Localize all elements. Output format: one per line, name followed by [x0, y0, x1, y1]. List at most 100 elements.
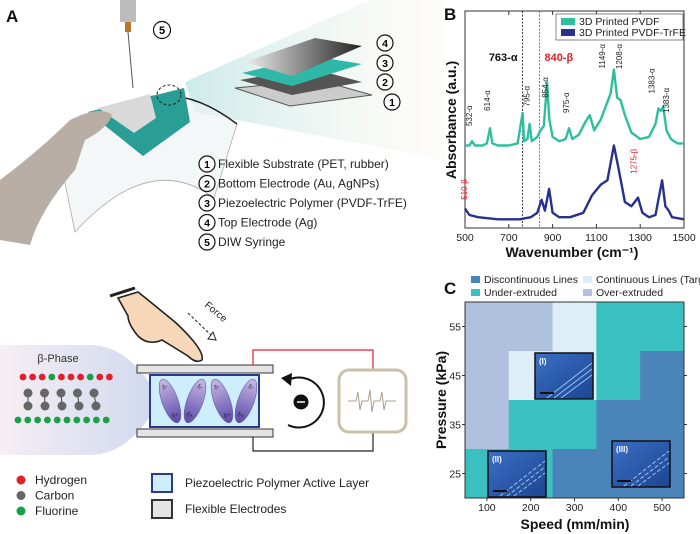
legend-box	[555, 13, 684, 41]
heatmap-cell	[508, 302, 554, 352]
legend-number-badge	[198, 233, 216, 251]
x-tick-label: 900	[544, 232, 562, 244]
atom-legend-label: Hydrogen	[35, 473, 87, 487]
inset-label: (I)	[539, 357, 547, 366]
atom	[93, 416, 100, 424]
spectrum-line	[464, 144, 685, 221]
electrode-sheet	[98, 94, 156, 133]
y-axis-title: Pressure (kPa)	[433, 351, 449, 449]
atom	[40, 401, 50, 411]
atom	[73, 416, 81, 424]
heatmap-cell	[552, 400, 597, 450]
layer-number: 2	[382, 77, 388, 89]
printed-line	[637, 462, 670, 487]
layer-stack: 4 3 21	[234, 34, 401, 111]
atom	[24, 416, 32, 424]
atom	[63, 416, 71, 424]
atom	[77, 373, 84, 381]
signal-meter	[337, 368, 408, 434]
atom	[73, 388, 82, 398]
heatmap-cell	[596, 302, 641, 352]
atom	[106, 373, 113, 381]
legend-number-badge	[198, 174, 216, 193]
legend-item-label: Piezoelectric Polymer (PVDF-TrFE)	[218, 196, 407, 210]
peak-annotation: 532-α	[465, 105, 474, 126]
current-arrowhead-icon	[281, 373, 292, 386]
peak-annotation: 614-α	[483, 90, 492, 111]
legend-number-badge	[198, 213, 216, 232]
sleeve-edge	[109, 286, 136, 298]
atom	[19, 373, 27, 381]
y-tick-label: 25	[449, 469, 461, 481]
legend-item-label: Flexible Substrate (PET, rubber)	[218, 157, 389, 171]
x-tick-label: 400	[610, 502, 628, 514]
dipoles: δ-δ+δ-δ+δ-δ+δ-δ+	[158, 378, 258, 424]
current-arrow-icon	[287, 376, 325, 429]
atom-legend-swatch	[16, 491, 26, 500]
atom	[74, 401, 84, 411]
heatmap-cell	[465, 400, 510, 450]
dipole-minus: δ-	[162, 384, 169, 391]
micrograph-inset: (II)	[487, 450, 547, 498]
printed-line	[560, 374, 593, 399]
peak-annotation: 795-α	[523, 85, 532, 106]
top-electrode	[136, 364, 274, 374]
legend-label: Discontinuous Lines	[484, 274, 578, 286]
top-electrode-layer	[245, 38, 362, 76]
x-tick-label: 1500	[672, 232, 696, 244]
legend-swatch	[471, 276, 480, 283]
heatmap-cell	[596, 351, 641, 401]
y-tick-label: 45	[449, 371, 461, 383]
printed-line	[623, 450, 670, 487]
heatmap-cell	[465, 302, 510, 352]
layer-legend-label: Flexible Electrodes	[185, 502, 286, 516]
legend-label: Under-extruded	[484, 287, 557, 299]
atom-legend-swatch	[16, 506, 26, 516]
x-tick-label: 300	[566, 502, 584, 514]
atom	[34, 416, 41, 424]
dipole-plus: δ+	[185, 412, 194, 420]
atom	[53, 416, 61, 424]
dipole-ellipse	[158, 378, 182, 424]
legend-label: Continuous Lines (Target)	[596, 274, 700, 286]
beta-phase-label: β-Phase	[37, 353, 78, 365]
atom-legend-swatch	[16, 475, 26, 485]
dipole-minus: δ-	[247, 384, 254, 391]
y-tick-label: 35	[449, 420, 461, 432]
layer-number-badge	[383, 93, 401, 111]
pointing-hand-icon	[116, 291, 204, 363]
x-axis-title: Wavenumber (cm⁻¹)	[506, 244, 639, 260]
legend-label: 3D Printed PVDF	[579, 16, 660, 28]
x-tick-label: 100	[478, 502, 496, 514]
heatmap-cell	[552, 302, 597, 352]
legend-number-badge	[198, 194, 216, 212]
dipole: δ-δ+	[183, 378, 207, 424]
heatmap-legend: Discontinuous Lines Continuous Lines (Tar…	[471, 274, 700, 299]
inset-label: (II)	[492, 455, 502, 464]
dipole-minus: δ-	[214, 384, 221, 391]
syringe-body	[120, 0, 136, 22]
syringe-number-badge	[152, 20, 172, 40]
peak-annotation: 1383-α	[647, 68, 656, 93]
layer-number-badge	[376, 73, 394, 91]
print-spot	[156, 84, 182, 106]
atom	[86, 373, 94, 381]
layer-legend: 1 Flexible Substrate (PET, rubber) 2 Bottom…	[198, 155, 407, 251]
panel-label-a: A	[6, 7, 18, 26]
atom	[44, 416, 51, 424]
plot-frame	[464, 10, 685, 229]
bottom-electrode	[136, 428, 274, 438]
molecule-chain	[14, 373, 113, 424]
peak-annotation: 1208-α	[615, 44, 624, 69]
legend-item-label: DIW Syringe	[218, 235, 286, 249]
legend-swatch	[471, 289, 480, 296]
atom	[38, 373, 46, 381]
atom	[48, 373, 56, 381]
legend-swatch	[583, 289, 592, 296]
signal-waveform	[348, 389, 396, 413]
printed-line	[506, 466, 546, 497]
wire-positive	[252, 349, 374, 370]
layer-number-badge	[376, 54, 394, 72]
